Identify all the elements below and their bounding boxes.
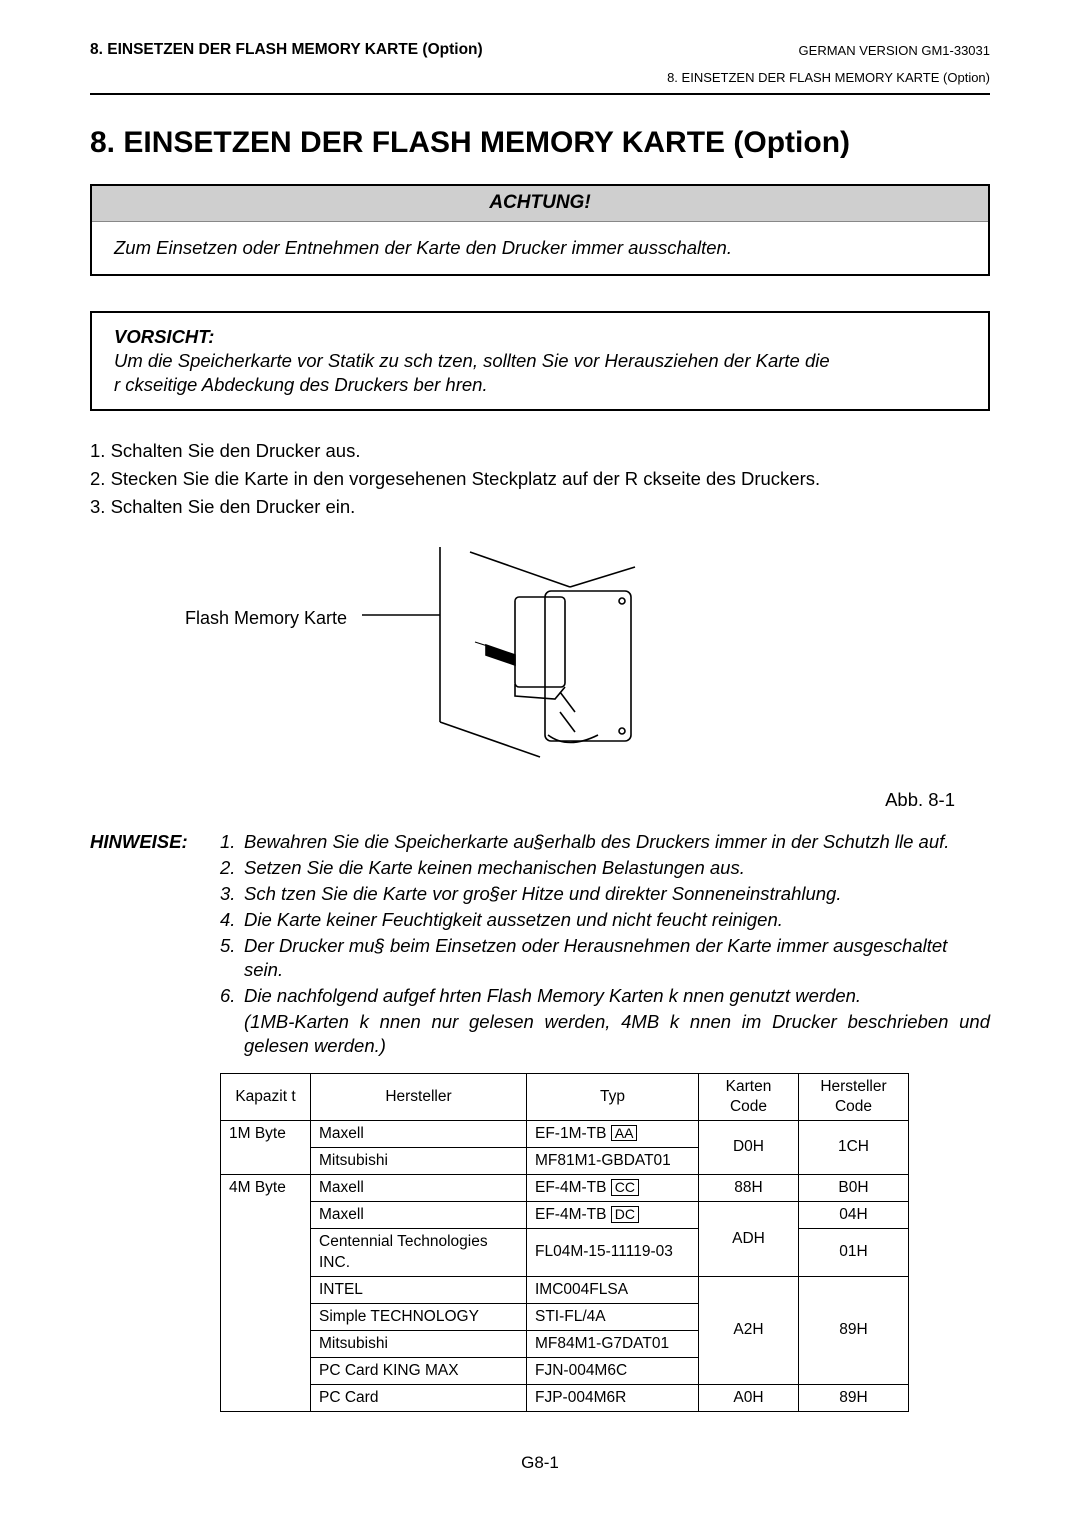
achtung-box: ACHTUNG! Zum Einsetzen oder Entnehmen de… xyxy=(90,184,990,276)
hinweis-text: Die Karte keiner Feuchtigkeit aussetzen … xyxy=(244,908,783,932)
hinweise-section: HINWEISE: 1.Bewahren Sie die Speicherkar… xyxy=(90,830,990,1058)
table-header: Kapazit t xyxy=(221,1073,311,1120)
figure-caption: Abb. 8-1 xyxy=(90,788,955,812)
type-cell: FJN-004M6C xyxy=(527,1358,699,1385)
table-header: Typ xyxy=(527,1073,699,1120)
step-item: Schalten Sie den Drucker aus. xyxy=(90,439,990,463)
hinweis-number: 6. xyxy=(220,984,244,1008)
hinweise-body: 1.Bewahren Sie die Speicherkarte au§erha… xyxy=(220,830,990,1058)
hinweis-text: Setzen Sie die Karte keinen mechanischen… xyxy=(244,856,745,880)
type-cell: FL04M-15-11119-03 xyxy=(527,1229,699,1276)
type-cell: STI-FL/4A xyxy=(527,1303,699,1330)
vorsicht-line1: Um die Speicherkarte vor Statik zu sch t… xyxy=(114,349,966,373)
achtung-heading: ACHTUNG! xyxy=(92,186,988,222)
main-title: 8. EINSETZEN DER FLASH MEMORY KARTE (Opt… xyxy=(90,123,990,162)
table-header: Hersteller Code xyxy=(799,1073,909,1120)
type-cell: FJP-004M6R xyxy=(527,1385,699,1412)
figure-label: Flash Memory Karte xyxy=(185,607,347,630)
page-header: 8. EINSETZEN DER FLASH MEMORY KARTE (Opt… xyxy=(90,40,990,60)
steps-list: Schalten Sie den Drucker aus. Stecken Si… xyxy=(90,439,990,519)
card-table: Kapazit tHerstellerTypKarten CodeHerstel… xyxy=(220,1073,909,1413)
hinweis-item: 2.Setzen Sie die Karte keinen mechanisch… xyxy=(220,856,990,880)
card-table-wrap: Kapazit tHerstellerTypKarten CodeHerstel… xyxy=(220,1073,990,1413)
hinweis-item: 6.Die nachfolgend aufgef hrten Flash Mem… xyxy=(220,984,990,1008)
type-cell: IMC004FLSA xyxy=(527,1276,699,1303)
figure: Flash Memory Karte xyxy=(90,537,990,782)
hinweis-number: 3. xyxy=(220,882,244,906)
table-header: Hersteller xyxy=(311,1073,527,1120)
hinweis-item: 4.Die Karte keiner Feuchtigkeit aussetze… xyxy=(220,908,990,932)
hinweis-item: 1.Bewahren Sie die Speicherkarte au§erha… xyxy=(220,830,990,854)
page-number: G8-1 xyxy=(90,1452,990,1474)
hinweis-text: Sch tzen Sie die Karte vor gro§er Hitze … xyxy=(244,882,841,906)
hinweis-number: 5. xyxy=(220,934,244,982)
step-item: Stecken Sie die Karte in den vorgesehene… xyxy=(90,467,990,491)
achtung-body: Zum Einsetzen oder Entnehmen der Karte d… xyxy=(92,222,988,274)
header-right: GERMAN VERSION GM1-33031 xyxy=(799,43,990,60)
header-sub: 8. EINSETZEN DER FLASH MEMORY KARTE (Opt… xyxy=(90,70,990,87)
step-item: Schalten Sie den Drucker ein. xyxy=(90,495,990,519)
type-cell: MF81M1-GBDAT01 xyxy=(527,1147,699,1174)
type-cell: MF84M1-G7DAT01 xyxy=(527,1330,699,1357)
divider xyxy=(90,93,990,95)
hinweis-extra: (1MB-Karten k nnen nur gelesen werden, 4… xyxy=(244,1010,990,1058)
table-header: Karten Code xyxy=(699,1073,799,1120)
vorsicht-label: VORSICHT: xyxy=(114,325,966,349)
hinweis-text: Die nachfolgend aufgef hrten Flash Memor… xyxy=(244,984,861,1008)
vorsicht-box: VORSICHT: Um die Speicherkarte vor Stati… xyxy=(90,311,990,411)
vorsicht-line2: r ckseitige Abdeckung des Druckers ber h… xyxy=(114,373,966,397)
type-cell: EF-1M-TB AA xyxy=(527,1120,699,1147)
hinweis-item: 5.Der Drucker mu§ beim Einsetzen oder He… xyxy=(220,934,990,982)
type-cell: EF-4M-TB DC xyxy=(527,1202,699,1229)
hinweis-number: 2. xyxy=(220,856,244,880)
type-cell: EF-4M-TB CC xyxy=(527,1175,699,1202)
hinweis-number: 1. xyxy=(220,830,244,854)
hinweis-number: 4. xyxy=(220,908,244,932)
header-left: 8. EINSETZEN DER FLASH MEMORY KARTE (Opt… xyxy=(90,40,483,60)
figure-svg xyxy=(360,537,710,767)
hinweis-text: Bewahren Sie die Speicherkarte au§erhalb… xyxy=(244,830,949,854)
hinweise-label: HINWEISE: xyxy=(90,830,220,854)
hinweis-item: 3.Sch tzen Sie die Karte vor gro§er Hitz… xyxy=(220,882,990,906)
hinweis-text: Der Drucker mu§ beim Einsetzen oder Hera… xyxy=(244,934,990,982)
